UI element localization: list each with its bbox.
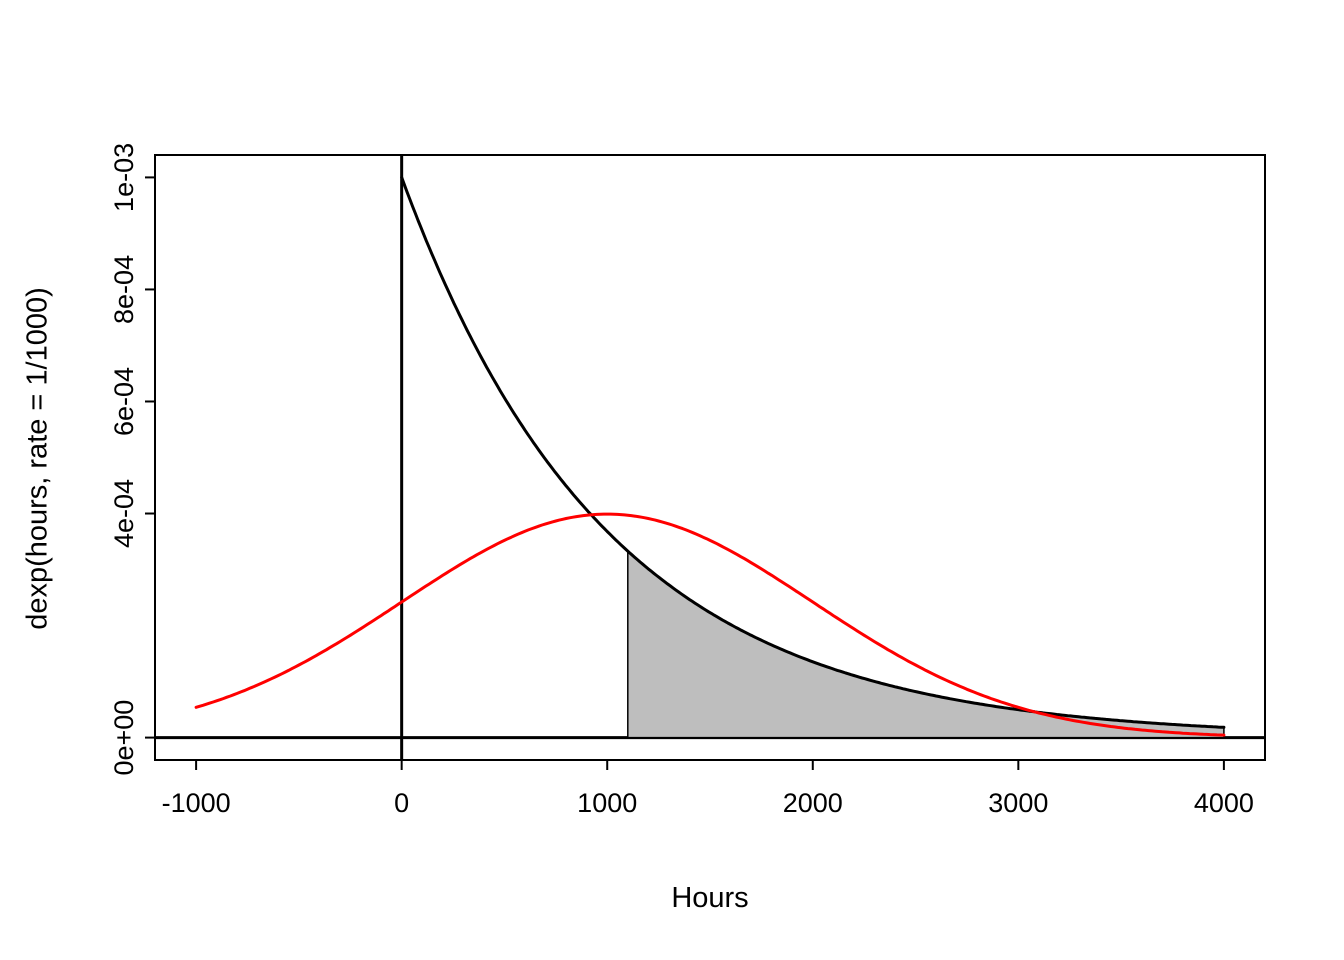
exponential-density-curve	[400, 175, 1226, 729]
x-axis-title: Hours	[671, 882, 749, 914]
x-tick-label: 2000	[783, 788, 843, 818]
x-tick-label: 3000	[988, 788, 1048, 818]
shaded-tail-area	[627, 549, 1225, 739]
x-tick-label: -1000	[162, 788, 231, 818]
y-tick-label: 1e-03	[109, 143, 139, 212]
x-tick-label: 1000	[577, 788, 637, 818]
y-tick-label: 0e+00	[109, 700, 139, 776]
x-tick-label: 4000	[1194, 788, 1254, 818]
normal-density-curve	[194, 512, 1226, 737]
x-tick-label: 0	[394, 788, 409, 818]
y-axis-title: dexp(hours, rate = 1/1000)	[21, 287, 54, 630]
y-tick-label: 6e-04	[109, 367, 139, 436]
y-tick-label: 8e-04	[109, 255, 139, 324]
plot-border	[154, 154, 1266, 761]
y-tick-label: 4e-04	[109, 479, 139, 548]
